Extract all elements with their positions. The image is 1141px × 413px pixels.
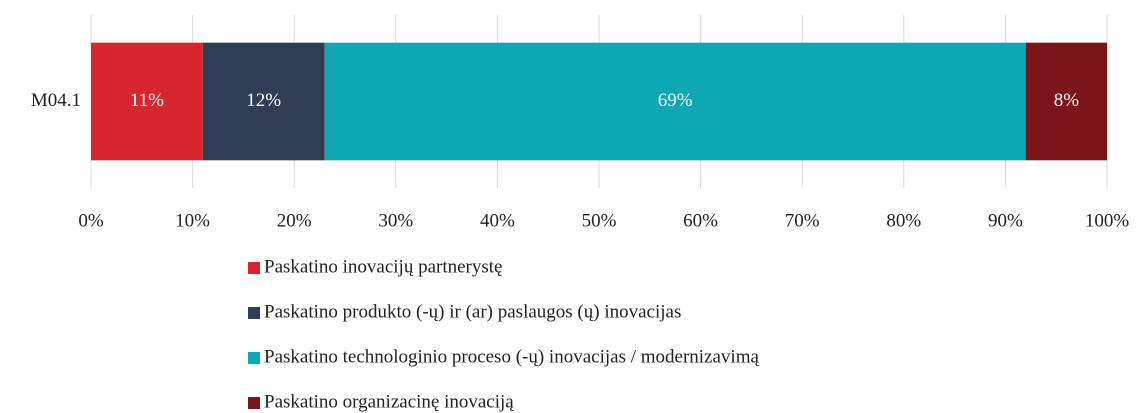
bar-segment bbox=[202, 42, 325, 161]
bar-segment bbox=[324, 42, 1026, 161]
x-tick-label: 20% bbox=[277, 210, 312, 231]
legend-label: Paskatino inovacijų partnerystę bbox=[264, 256, 503, 277]
value-label: 11% bbox=[130, 90, 164, 111]
legend-label: Paskatino technologinio proceso (-ų) ino… bbox=[264, 346, 759, 367]
x-tick-label: 30% bbox=[378, 210, 413, 231]
legend-swatch bbox=[248, 307, 260, 319]
legend-swatch bbox=[248, 352, 260, 364]
x-tick-label: 70% bbox=[785, 210, 820, 231]
legend-label: Paskatino produkto (-ų) ir (ar) paslaugo… bbox=[264, 301, 681, 322]
legend-swatch bbox=[248, 262, 260, 274]
x-tick-label: 0% bbox=[78, 210, 104, 231]
category-label: M04.1 bbox=[31, 90, 81, 111]
value-label: 69% bbox=[658, 90, 693, 111]
x-tick-label: 80% bbox=[886, 210, 921, 231]
value-label: 8% bbox=[1054, 90, 1080, 111]
x-tick-label: 40% bbox=[480, 210, 515, 231]
value-label: 12% bbox=[246, 90, 281, 111]
x-tick-label: 50% bbox=[582, 210, 617, 231]
x-tick-label: 90% bbox=[988, 210, 1023, 231]
x-tick-label: 60% bbox=[683, 210, 718, 231]
bar-segment bbox=[1025, 42, 1107, 161]
x-tick-label: 10% bbox=[175, 210, 210, 231]
legend-label: Paskatino organizacinę inovaciją bbox=[264, 391, 514, 412]
x-tick-label: 100% bbox=[1085, 210, 1130, 231]
legend-swatch bbox=[248, 397, 260, 409]
bar-segment bbox=[91, 42, 203, 161]
